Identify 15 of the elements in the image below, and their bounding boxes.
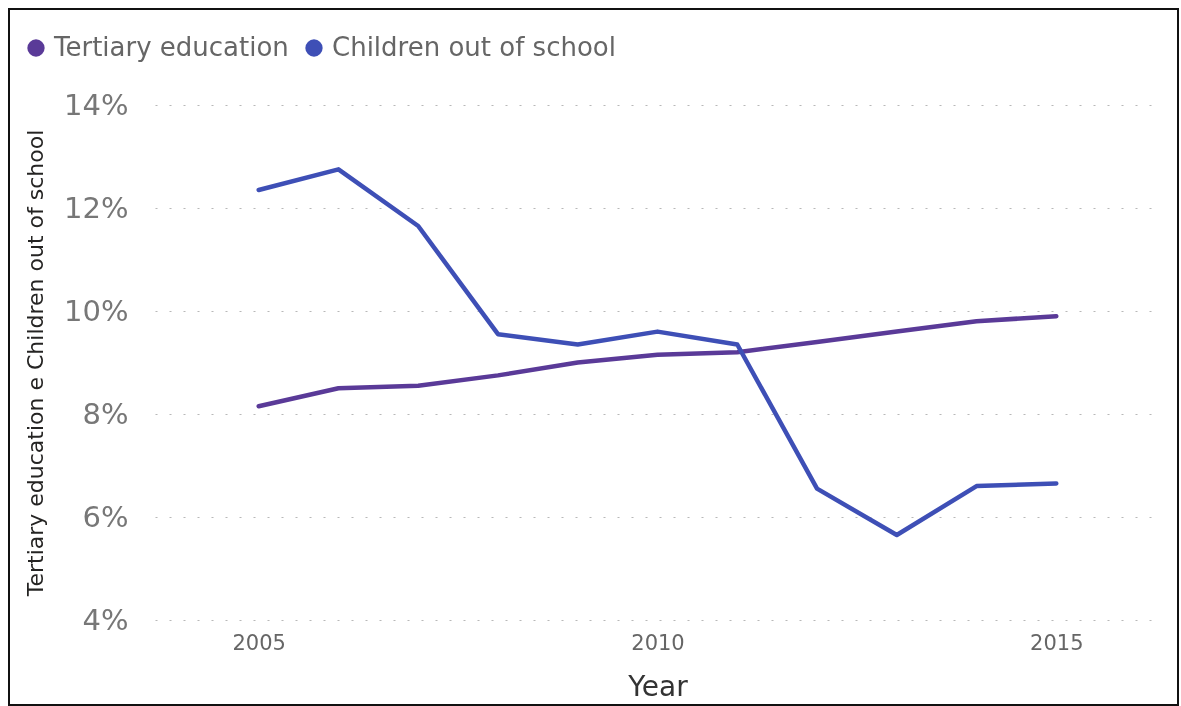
y-axis-title: Tertiary education e Children out of school	[23, 129, 49, 598]
legend-label: Children out of school	[332, 32, 616, 62]
y-tick-label: 6%	[82, 499, 129, 534]
y-tick-label: 8%	[82, 396, 129, 431]
y-tick-label: 14%	[64, 87, 129, 122]
x-tick-label: 2015	[1030, 630, 1084, 655]
x-axis-title: Year	[627, 669, 689, 703]
y-tick-label: 12%	[64, 190, 129, 225]
line-series	[256, 167, 1059, 538]
y-tick-label: 10%	[64, 293, 129, 328]
x-tick-label: 2010	[631, 630, 685, 655]
y-tick-label: 4%	[82, 602, 129, 637]
x-tick-label: 2005	[232, 630, 286, 655]
legend-label: Tertiary education	[53, 32, 289, 62]
line-series	[256, 313, 1059, 409]
